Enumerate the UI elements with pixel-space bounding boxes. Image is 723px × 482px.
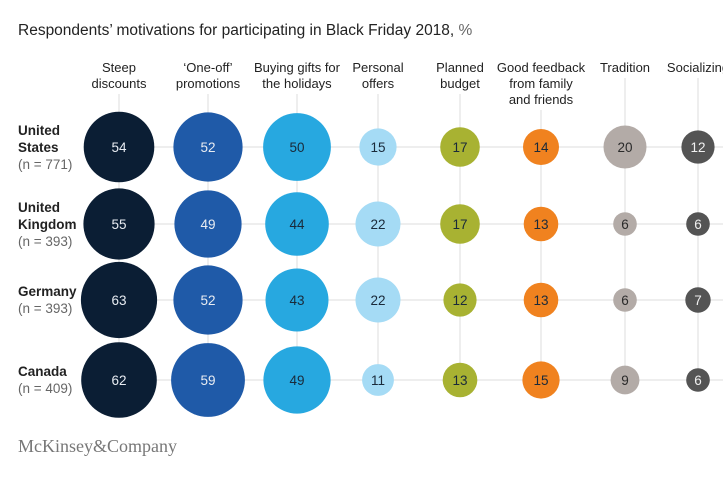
bubble-value-label: 6 — [621, 217, 629, 232]
bubble — [522, 361, 560, 399]
bubble-value-label: 52 — [200, 140, 215, 155]
bubble-value-label: 50 — [289, 140, 304, 155]
bubble — [359, 128, 397, 166]
bubble — [610, 365, 640, 395]
sample-size: (n = 409) — [18, 381, 73, 396]
bubble — [523, 206, 559, 242]
bubble-value-label: 7 — [694, 293, 702, 308]
column-header: Personal offers — [352, 60, 404, 91]
bubble — [362, 364, 394, 396]
bubble — [355, 277, 401, 323]
bubble-value-label: 59 — [200, 373, 215, 388]
bubble — [613, 212, 637, 236]
column-header: Socializing — [666, 60, 723, 75]
row-label: United States (n = 771) — [18, 122, 73, 172]
bubble — [173, 265, 243, 335]
bubble — [265, 268, 329, 332]
bubble — [443, 283, 477, 317]
bubble-value-label: 55 — [111, 217, 126, 232]
bubble — [173, 112, 243, 182]
bubble — [355, 201, 401, 247]
bubble-value-label: 63 — [111, 293, 126, 308]
bubble-value-label: 20 — [617, 140, 632, 155]
bubble-value-label: 62 — [111, 373, 126, 388]
bubble — [685, 287, 711, 313]
bubble — [174, 190, 242, 258]
bubble-value-label: 49 — [200, 217, 215, 232]
bubble — [83, 111, 155, 183]
bubble-value-label: 13 — [533, 293, 548, 308]
bubble-value-label: 6 — [694, 217, 702, 232]
bubble — [263, 346, 331, 414]
bubble — [523, 282, 559, 318]
sample-size: (n = 771) — [18, 156, 73, 172]
column-header: Good feedback from family and friends — [496, 60, 586, 107]
column-header: Buying gifts for the holidays — [254, 60, 340, 91]
bubble-value-label: 43 — [289, 293, 304, 308]
bubble-value-label: 44 — [289, 217, 305, 232]
bubble-value-label: 14 — [533, 140, 549, 155]
bubble-value-label: 22 — [370, 217, 385, 232]
chart-title: Respondents’ motivations for participati… — [18, 22, 472, 40]
column-header: Tradition — [599, 60, 651, 75]
bubble — [83, 188, 155, 260]
bubble-value-label: 11 — [371, 373, 385, 388]
title-unit: % — [458, 22, 473, 39]
bubble — [442, 362, 478, 398]
bubble — [263, 113, 331, 181]
bubble — [80, 261, 158, 339]
bubble-value-label: 6 — [621, 293, 629, 308]
mckinsey-logo: McKinsey&Company — [18, 436, 177, 456]
bubble-value-label: 15 — [370, 140, 385, 155]
column-header: Steep discounts — [91, 60, 147, 91]
bubble-value-label: 52 — [200, 293, 215, 308]
bubble — [613, 288, 637, 312]
sample-size: (n = 393) — [18, 301, 73, 316]
column-header: Planned budget — [436, 60, 484, 91]
bubble — [523, 129, 559, 165]
bubble — [686, 368, 710, 392]
bubble — [440, 204, 480, 244]
bubble-value-label: 22 — [370, 293, 385, 308]
bubble-value-label: 17 — [452, 217, 467, 232]
bubble-value-label: 13 — [452, 373, 467, 388]
bubble — [686, 212, 710, 236]
bubble — [440, 127, 480, 167]
bubble — [265, 192, 329, 256]
bubble — [603, 125, 647, 169]
title-text: Respondents’ motivations for participati… — [18, 22, 455, 39]
bubble — [81, 342, 157, 418]
bubble-value-label: 49 — [289, 373, 304, 388]
bubble — [681, 130, 715, 164]
bubble-value-label: 12 — [690, 140, 705, 155]
bubble-value-label: 13 — [533, 217, 548, 232]
sample-size: (n = 393) — [18, 233, 73, 249]
column-header: ‘One-off’ promotions — [175, 60, 241, 91]
bubble-value-label: 54 — [111, 140, 127, 155]
bubble-value-label: 9 — [621, 373, 629, 388]
bubble — [171, 343, 245, 417]
bubble-value-label: 15 — [533, 373, 548, 388]
row-label: Germany (n = 393) — [18, 284, 77, 316]
row-label: United Kingdom (n = 393) — [18, 199, 77, 249]
bubble-value-label: 6 — [694, 373, 702, 388]
bubble-value-label: 12 — [452, 293, 467, 308]
bubble-value-label: 17 — [452, 140, 467, 155]
row-label: Canada (n = 409) — [18, 364, 73, 396]
